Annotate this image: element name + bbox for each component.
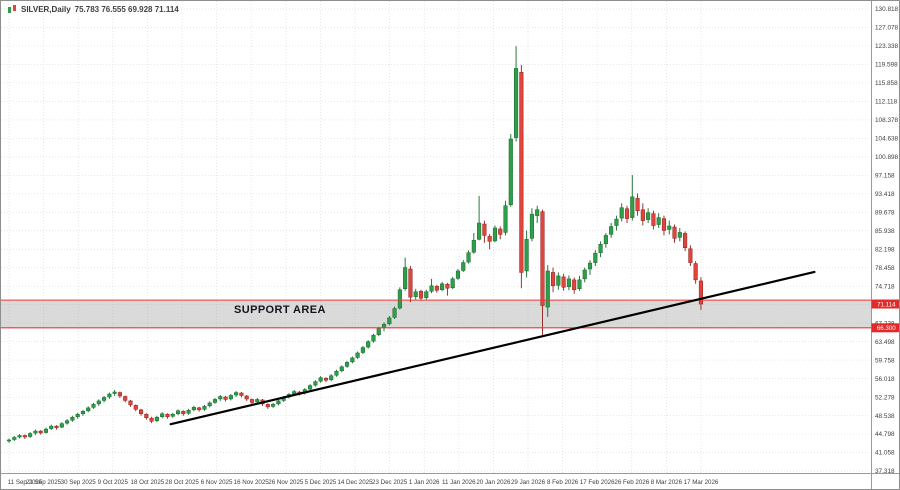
- price-axis-label: 82.198: [875, 246, 895, 253]
- price-axis-label: 115.858: [875, 80, 898, 87]
- price-axis-label: 100.898: [875, 154, 899, 161]
- time-axis-label: 6 Nov 2025: [201, 479, 233, 486]
- price-axis-label: 59.758: [875, 357, 895, 364]
- price-axis-label: 52.278: [875, 394, 895, 401]
- symbol-name: SILVER,Daily: [21, 4, 71, 14]
- price-axis-label: 78.458: [875, 265, 895, 272]
- support-band-group: [1, 300, 871, 328]
- price-axis-label: 123.338: [875, 43, 899, 50]
- time-axis-label: 21 Sep 2025: [26, 479, 62, 486]
- time-axis-label: 8 Mar 2026: [651, 479, 683, 486]
- time-axis-label: 9 Oct 2025: [98, 479, 129, 486]
- time-axis-label: 11 Jan 2026: [442, 479, 476, 486]
- symbol-title: SILVER,Daily 75.783 76.555 69.928 71.114: [7, 4, 179, 14]
- price-axis-label: 37.318: [875, 468, 895, 475]
- price-tag: [871, 299, 899, 309]
- price-axis-label: 119.598: [875, 62, 898, 69]
- price-tag: [871, 323, 899, 333]
- time-axis-label: 23 Dec 2025: [372, 479, 408, 486]
- overlay-lines: [1, 270, 871, 426]
- time-axis-label: 5 Dec 2025: [305, 479, 337, 486]
- time-axis-label: 26 Nov 2025: [268, 479, 304, 486]
- time-axis-label: 16 Nov 2025: [234, 479, 270, 486]
- price-axis-label: 63.498: [875, 339, 895, 346]
- ohlc-readout: 75.783 76.555 69.928 71.114: [74, 4, 179, 14]
- price-axis-label: 93.418: [875, 191, 895, 198]
- price-axis-label: 56.018: [875, 376, 895, 383]
- time-axis-label: 11 Sep 2025: [8, 479, 43, 486]
- time-axis-label: 26 Feb 2026: [614, 479, 649, 486]
- price-tag-value: 71.114: [877, 301, 896, 308]
- time-axis-label: 17 Mar 2026: [684, 479, 719, 486]
- price-axis-label: 130.818: [875, 6, 899, 13]
- price-axis-label: 127.078: [875, 25, 899, 32]
- time-axis-label: 14 Dec 2025: [337, 479, 373, 486]
- price-axis-label: 48.538: [875, 413, 895, 420]
- time-axis-label: 18 Oct 2025: [131, 479, 165, 486]
- time-axis-label: 30 Sep 2025: [61, 479, 97, 486]
- trendline[interactable]: [169, 270, 816, 426]
- chart-icon: [8, 5, 16, 13]
- price-axis-label: 97.158: [875, 173, 895, 180]
- time-axis-label: 29 Jan 2026: [511, 479, 546, 486]
- time-axis-label: 20 Jan 2026: [476, 479, 511, 486]
- price-axis-label: 112.118: [875, 99, 898, 106]
- price-axis-label: 44.798: [875, 431, 895, 438]
- support-band: [1, 300, 871, 328]
- price-axis-label: 74.718: [875, 283, 895, 290]
- candles-series: [6, 46, 703, 443]
- price-tags: 71.114 66.300: [871, 299, 899, 333]
- price-axis-label: 85.938: [875, 228, 895, 235]
- price-axis-label: 108.378: [875, 117, 899, 124]
- grid-lines: [1, 1, 871, 473]
- time-axis-label: 8 Feb 2026: [547, 479, 579, 486]
- time-axis-label: 28 Oct 2025: [165, 479, 199, 486]
- time-axis-label: 1 Jan 2026: [409, 479, 440, 486]
- price-axis-label: 41.058: [875, 450, 895, 457]
- support-area-label: SUPPORT AREA: [234, 304, 326, 316]
- price-axis-label: 89.678: [875, 209, 895, 216]
- price-tag-value: 66.300: [877, 325, 896, 332]
- time-axis-label: 17 Feb 2026: [580, 479, 615, 486]
- price-axis-label: 104.638: [875, 136, 899, 143]
